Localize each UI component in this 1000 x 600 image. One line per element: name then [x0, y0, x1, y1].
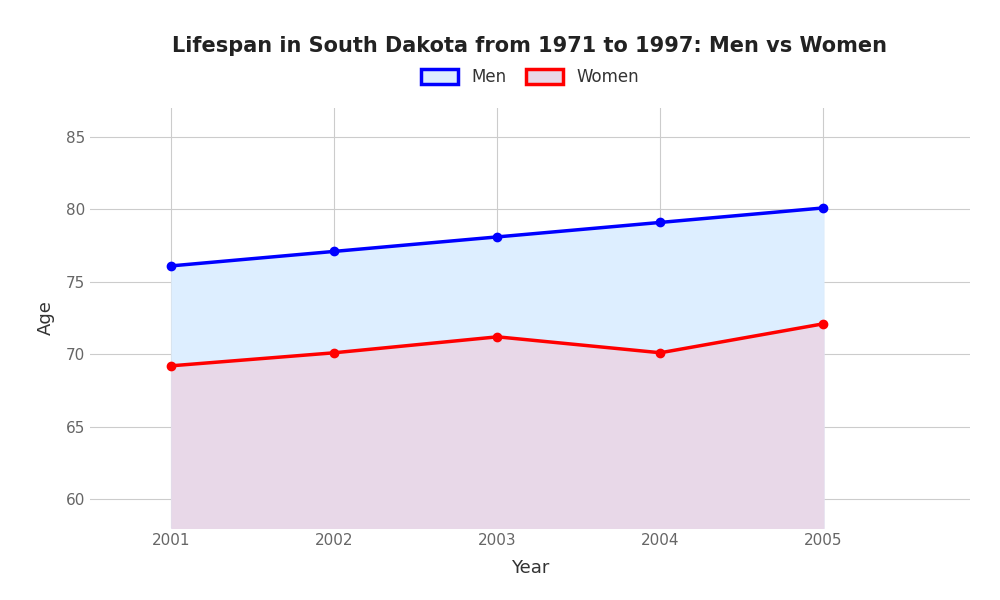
- X-axis label: Year: Year: [511, 559, 549, 577]
- Y-axis label: Age: Age: [37, 301, 55, 335]
- Legend: Men, Women: Men, Women: [414, 62, 646, 93]
- Title: Lifespan in South Dakota from 1971 to 1997: Men vs Women: Lifespan in South Dakota from 1971 to 19…: [173, 37, 888, 56]
